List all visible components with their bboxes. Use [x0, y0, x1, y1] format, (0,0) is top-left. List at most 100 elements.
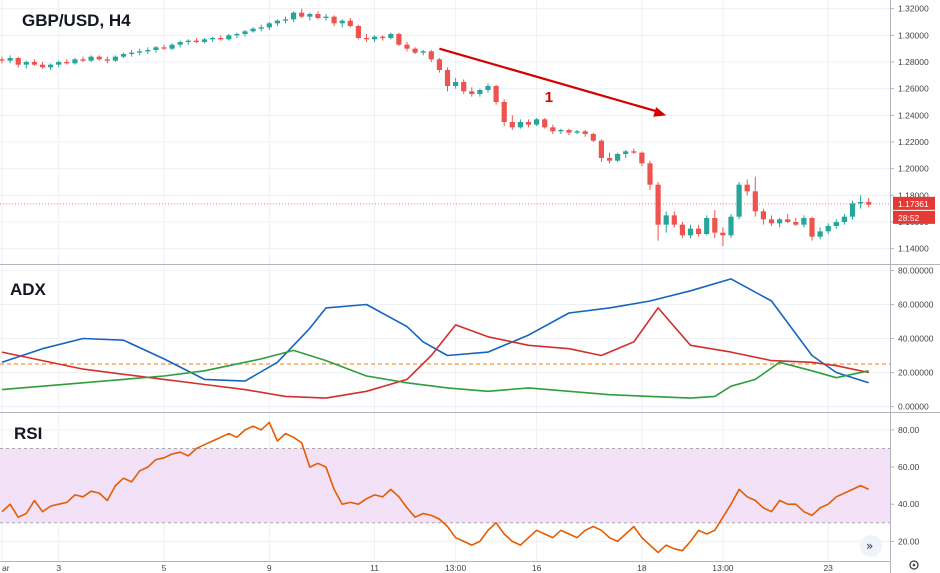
candle-body: [380, 36, 386, 38]
candle-body: [56, 62, 62, 65]
candle: [39, 62, 46, 69]
candle: [388, 32, 394, 40]
candle-body: [461, 82, 467, 92]
candle: [112, 55, 118, 62]
rsi-series-line: [1, 421, 870, 554]
candle: [525, 119, 532, 128]
candle-body: [704, 218, 710, 234]
candle-body: [785, 219, 791, 222]
candle-body: [388, 34, 394, 38]
candle: [436, 58, 442, 73]
double-chevron-right-icon: »: [866, 539, 873, 553]
scroll-right-button[interactable]: »: [860, 535, 882, 557]
candle: [801, 215, 807, 228]
candle-body: [274, 20, 280, 24]
candle: [291, 11, 297, 22]
price-y-tick-label: 1.26000: [898, 84, 929, 94]
candle: [631, 148, 637, 154]
candle: [412, 47, 418, 54]
candle: [663, 211, 669, 233]
candle-body: [258, 27, 264, 29]
settings-button[interactable]: [909, 560, 919, 570]
price-y-tick-label: 1.32000: [898, 4, 929, 14]
candle: [606, 152, 613, 164]
candle-body: [687, 228, 694, 236]
candle-body: [129, 52, 135, 54]
candle: [623, 150, 629, 158]
candle: [509, 115, 515, 130]
candle: [809, 216, 815, 241]
candle: [161, 44, 167, 50]
candle: [282, 16, 289, 24]
candle-body: [606, 158, 613, 161]
candle: [841, 214, 847, 225]
candle-body: [736, 184, 742, 217]
candle-body: [315, 14, 321, 18]
candle-body: [80, 59, 86, 61]
candle-body: [752, 191, 758, 212]
scroll-right-button-bg[interactable]: [860, 535, 882, 557]
candle: [307, 12, 313, 21]
candle: [31, 59, 37, 66]
candle-body: [679, 224, 685, 236]
candle: [655, 182, 661, 241]
trend-annotation: 1: [439, 47, 667, 117]
trend-arrow-line: [439, 47, 661, 114]
candle-body: [728, 216, 734, 236]
candle: [153, 46, 159, 53]
candle-body: [88, 56, 94, 61]
price-candles: [0, 8, 890, 246]
price-pane-title: GBP/USD, H4: [22, 11, 131, 30]
candle-body: [218, 38, 224, 40]
candle: [120, 52, 127, 58]
candle-body: [517, 122, 523, 128]
candle: [866, 198, 872, 208]
candle: [372, 35, 378, 42]
adx-y-tick-label: 20.00000: [898, 368, 934, 378]
candle: [250, 27, 256, 33]
candle: [501, 99, 507, 126]
candle: [453, 78, 459, 89]
candle: [242, 30, 248, 37]
candle: [517, 119, 523, 129]
candle: [817, 227, 823, 240]
candle-body: [145, 50, 151, 52]
candle: [56, 60, 62, 68]
current-price-label: 1.17361: [898, 199, 929, 209]
candle: [0, 56, 5, 64]
candle-body: [809, 218, 815, 237]
countdown-label: 28:52: [898, 213, 920, 223]
candle: [23, 60, 29, 69]
trend-arrow-head: [653, 107, 667, 117]
candle-body: [777, 219, 783, 224]
candle-body: [323, 16, 329, 18]
candle-body: [291, 12, 297, 20]
candle: [355, 24, 361, 40]
candle-body: [210, 38, 216, 40]
candle-body: [768, 219, 775, 224]
adx-y-tick-label: 60.00000: [898, 299, 934, 309]
candle-body: [841, 216, 847, 222]
candle-body: [372, 36, 378, 40]
candle-body: [169, 44, 175, 49]
candle: [736, 182, 742, 220]
candle: [858, 195, 864, 209]
adx-y-tick-label: 0.00000: [898, 402, 929, 412]
candle: [15, 56, 21, 68]
candle-body: [858, 202, 864, 204]
candle-body: [31, 62, 37, 65]
candle: [234, 32, 240, 38]
price-y-tick-label: 1.14000: [898, 244, 929, 254]
candle: [444, 67, 451, 92]
candle-body: [696, 228, 702, 234]
candle-body: [542, 119, 548, 128]
candle: [574, 130, 580, 134]
candle-body: [307, 14, 313, 17]
candle-body: [23, 62, 29, 65]
candle-body: [485, 86, 491, 90]
candle-body: [558, 130, 564, 132]
candle: [728, 214, 734, 238]
candle: [315, 11, 321, 20]
gear-icon[interactable]: [909, 560, 919, 570]
candle-body: [550, 127, 556, 132]
